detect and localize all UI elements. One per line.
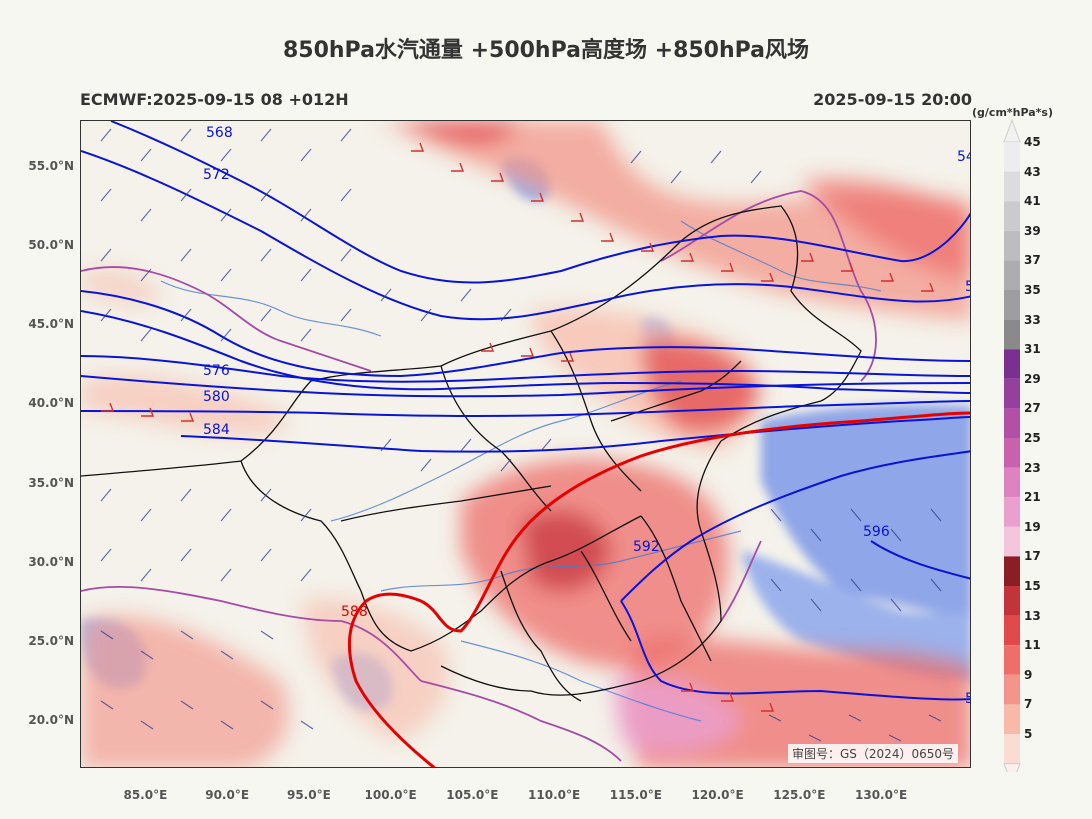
model-run-label: ECMWF:2025-09-15 08 +012H xyxy=(80,90,349,109)
contour-label-5880-bottom: 5880 xyxy=(606,767,642,768)
latitude-tick-label: 20.0°N xyxy=(28,712,74,727)
latitude-tick-label: 50.0°N xyxy=(28,238,74,253)
colorbar-level-label: 27 xyxy=(1024,401,1041,416)
contour-label-edge-mid: 5 xyxy=(965,279,971,295)
colorbar-segment xyxy=(1004,674,1020,705)
moisture-flux-shading xyxy=(81,121,970,767)
colorbar-level-label: 15 xyxy=(1024,579,1041,593)
colorbar-level-label: 17 xyxy=(1024,549,1041,564)
latitude-tick-label: 40.0°N xyxy=(28,396,74,411)
strong-wind-barbs xyxy=(101,142,935,712)
colorbar-level-label: 5 xyxy=(1024,727,1033,741)
colorbar-level-label: 37 xyxy=(1024,253,1041,268)
colorbar-level-label: 33 xyxy=(1024,312,1041,327)
colorbar-segment xyxy=(1004,615,1020,646)
longitude-tick-label: 125.0°E xyxy=(773,788,826,802)
colorbar-segment xyxy=(1004,349,1020,379)
map-canvas: 568 572 576 580 584 592 596 54 5 5 588 5… xyxy=(81,121,971,768)
colorbar-segment xyxy=(1004,526,1020,557)
contour-label-576: 576 xyxy=(203,363,230,379)
colorbar-segment xyxy=(1004,645,1020,675)
colorbar-max-arrow xyxy=(1003,118,1021,143)
longitude-tick-label: 90.0°E xyxy=(205,788,250,802)
chart-title: 850hPa水汽通量 +500hPa高度场 +850hPa风场 xyxy=(282,38,810,63)
colorbar-segment xyxy=(1004,260,1020,290)
colorbar-segment xyxy=(1004,171,1020,202)
longitude-tick-label: 120.0°E xyxy=(691,788,744,802)
colorbar-level-label: 25 xyxy=(1024,431,1041,445)
colorbar-segment xyxy=(1004,408,1020,438)
latitude-tick-label: 25.0°N xyxy=(28,633,74,648)
colorbar-level-label: 11 xyxy=(1024,638,1041,653)
contour-label-592: 592 xyxy=(633,539,660,555)
latitude-tick-label: 35.0°N xyxy=(28,475,74,490)
contour-label-580: 580 xyxy=(203,389,230,405)
longitude-tick-label: 105.0°E xyxy=(446,788,499,802)
colorbar-level-label: 43 xyxy=(1024,164,1041,179)
contour-label-596: 596 xyxy=(863,524,890,540)
colorbar-level-label: 21 xyxy=(1024,490,1041,505)
colorbar-segment xyxy=(1004,467,1020,498)
colorbar-segment xyxy=(1004,142,1020,172)
longitude-tick-label: 115.0°E xyxy=(609,788,662,802)
latitude-tick-label: 55.0°N xyxy=(28,159,74,174)
colorbar-segment xyxy=(1004,230,1020,261)
contour-label-edge-bottom: 5 xyxy=(965,691,971,707)
colorbar-level-label: 7 xyxy=(1024,697,1033,712)
colorbar-segment xyxy=(1004,556,1020,586)
latitude-tick-label: 45.0°N xyxy=(28,317,74,332)
longitude-tick-label: 130.0°E xyxy=(855,788,908,802)
colorbar-segment xyxy=(1004,497,1020,527)
colorbar-level-label: 31 xyxy=(1024,342,1041,357)
contour-label-568: 568 xyxy=(206,125,233,141)
colorbar-level-label: 35 xyxy=(1024,283,1041,297)
longitude-tick-label: 100.0°E xyxy=(364,788,417,802)
colorbar-level-label: 19 xyxy=(1024,519,1041,534)
colorbar-segment xyxy=(1004,290,1020,320)
wind-barbs xyxy=(100,128,942,742)
colorbar-segment xyxy=(1004,704,1020,734)
colorbar-segment xyxy=(1004,586,1020,616)
rivers xyxy=(160,220,882,722)
colorbar-segment xyxy=(1004,438,1020,468)
colorbar-min-arrow xyxy=(1003,763,1021,772)
contour-label-edge-top: 54 xyxy=(957,149,971,165)
colorbar-level-label: 45 xyxy=(1024,135,1041,149)
country-borders xyxy=(81,190,877,762)
colorbar-segment xyxy=(1004,378,1020,409)
latitude-tick-label: 30.0°N xyxy=(28,554,74,569)
colorbar xyxy=(1003,118,1021,772)
longitude-tick-label: 110.0°E xyxy=(528,788,581,802)
weather-map: 568 572 576 580 584 592 596 54 5 5 588 5… xyxy=(80,120,971,768)
contour-5880 xyxy=(347,411,970,767)
contour-label-584: 584 xyxy=(203,422,230,438)
colorbar-segment xyxy=(1004,319,1020,350)
colorbar-level-label: 9 xyxy=(1024,667,1033,682)
valid-time-label: 2025-09-15 20:00 xyxy=(813,90,972,109)
colorbar-level-label: 13 xyxy=(1024,608,1041,623)
province-borders xyxy=(81,205,862,702)
colorbar-segment xyxy=(1004,201,1020,231)
colorbar-level-label: 41 xyxy=(1024,194,1041,209)
colorbar-level-label: 23 xyxy=(1024,460,1041,475)
map-approval-number: 审图号：GS（2024）0650号 xyxy=(788,744,958,763)
colorbar-level-label: 39 xyxy=(1024,223,1041,238)
contour-label-588: 588 xyxy=(341,604,368,620)
geopotential-contours xyxy=(81,121,970,701)
colorbar-unit: (g/cm*hPa*s) xyxy=(972,106,1054,119)
colorbar-level-label: 29 xyxy=(1024,371,1041,386)
longitude-tick-label: 95.0°E xyxy=(286,788,331,802)
contour-label-572: 572 xyxy=(203,167,230,183)
longitude-tick-label: 85.0°E xyxy=(123,788,168,802)
colorbar-segment xyxy=(1004,734,1020,764)
